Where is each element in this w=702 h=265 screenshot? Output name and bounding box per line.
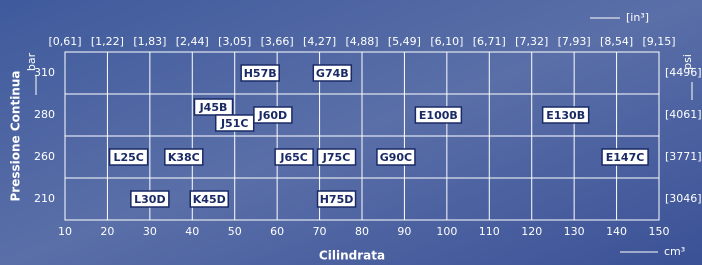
- chart: Cilindrata Pressione Continua bar psi cm…: [0, 0, 702, 265]
- x2-tick-label: [2,44]: [176, 35, 209, 48]
- product-label: K38C: [168, 151, 200, 164]
- x2-tick-label: [6,10]: [430, 35, 463, 48]
- product-label: E100B: [419, 109, 458, 122]
- x2-tick-label: [0,61]: [48, 35, 81, 48]
- x2-tick-label: [9,15]: [642, 35, 675, 48]
- x-tick-label: 130: [564, 225, 585, 238]
- x-unit: cm³: [664, 245, 685, 258]
- x2-tick-label: [3,05]: [218, 35, 251, 48]
- x-tick-label: 150: [649, 225, 670, 238]
- product-label: H57B: [244, 67, 277, 80]
- x-tick-label: 60: [270, 225, 284, 238]
- y2-tick-label: [3046]: [665, 192, 702, 205]
- product-label: J60D: [258, 109, 288, 122]
- y2-tick-label: [4061]: [665, 108, 702, 121]
- x-tick-label: 110: [479, 225, 500, 238]
- x2-tick-label: [5,49]: [388, 35, 421, 48]
- x2-tick-label: [7,93]: [558, 35, 591, 48]
- x2-unit: [in³]: [626, 11, 649, 24]
- x-tick-label: 140: [606, 225, 627, 238]
- product-label: G74B: [316, 67, 349, 80]
- x2-tick-label: [4,88]: [345, 35, 378, 48]
- product-label: J65C: [279, 151, 307, 164]
- y2-tick-label: [3771]: [665, 150, 702, 163]
- x-tick-label: 10: [58, 225, 72, 238]
- product-label: K45D: [193, 193, 226, 206]
- x2-tick-label: [4,27]: [303, 35, 336, 48]
- product-label: L25C: [113, 151, 143, 164]
- y-tick-label: 260: [34, 150, 55, 163]
- x2-tick-label: [7,32]: [515, 35, 548, 48]
- product-label: J45B: [199, 101, 228, 114]
- x-tick-label: 20: [100, 225, 114, 238]
- product-label: E130B: [546, 109, 585, 122]
- x2-tick-label: [3,66]: [261, 35, 294, 48]
- x-tick-label: 70: [313, 225, 327, 238]
- product-label: E147C: [606, 151, 645, 164]
- y-tick-label: 210: [34, 192, 55, 205]
- y-tick-label: 310: [34, 66, 55, 79]
- x-tick-label: 120: [521, 225, 542, 238]
- x-tick-label: 100: [436, 225, 457, 238]
- x2-tick-label: [1,83]: [133, 35, 166, 48]
- x-tick-label: 30: [143, 225, 157, 238]
- x-axis-title: Cilindrata: [319, 249, 385, 263]
- product-label: G90C: [380, 151, 412, 164]
- x-tick-label: 80: [355, 225, 369, 238]
- product-label: J75C: [322, 151, 350, 164]
- product-label: J51C: [220, 117, 248, 130]
- x2-tick-label: [8,54]: [600, 35, 633, 48]
- y-axis-title: Pressione Continua: [9, 71, 23, 202]
- product-label: H75D: [320, 193, 354, 206]
- y2-tick-label: [4496]: [665, 66, 702, 79]
- x-tick-label: 90: [397, 225, 411, 238]
- product-label: L30D: [134, 193, 165, 206]
- y-tick-label: 280: [34, 108, 55, 121]
- x2-tick-label: [6,71]: [473, 35, 506, 48]
- x-tick-label: 50: [228, 225, 242, 238]
- x-tick-label: 40: [185, 225, 199, 238]
- x2-tick-label: [1,22]: [91, 35, 124, 48]
